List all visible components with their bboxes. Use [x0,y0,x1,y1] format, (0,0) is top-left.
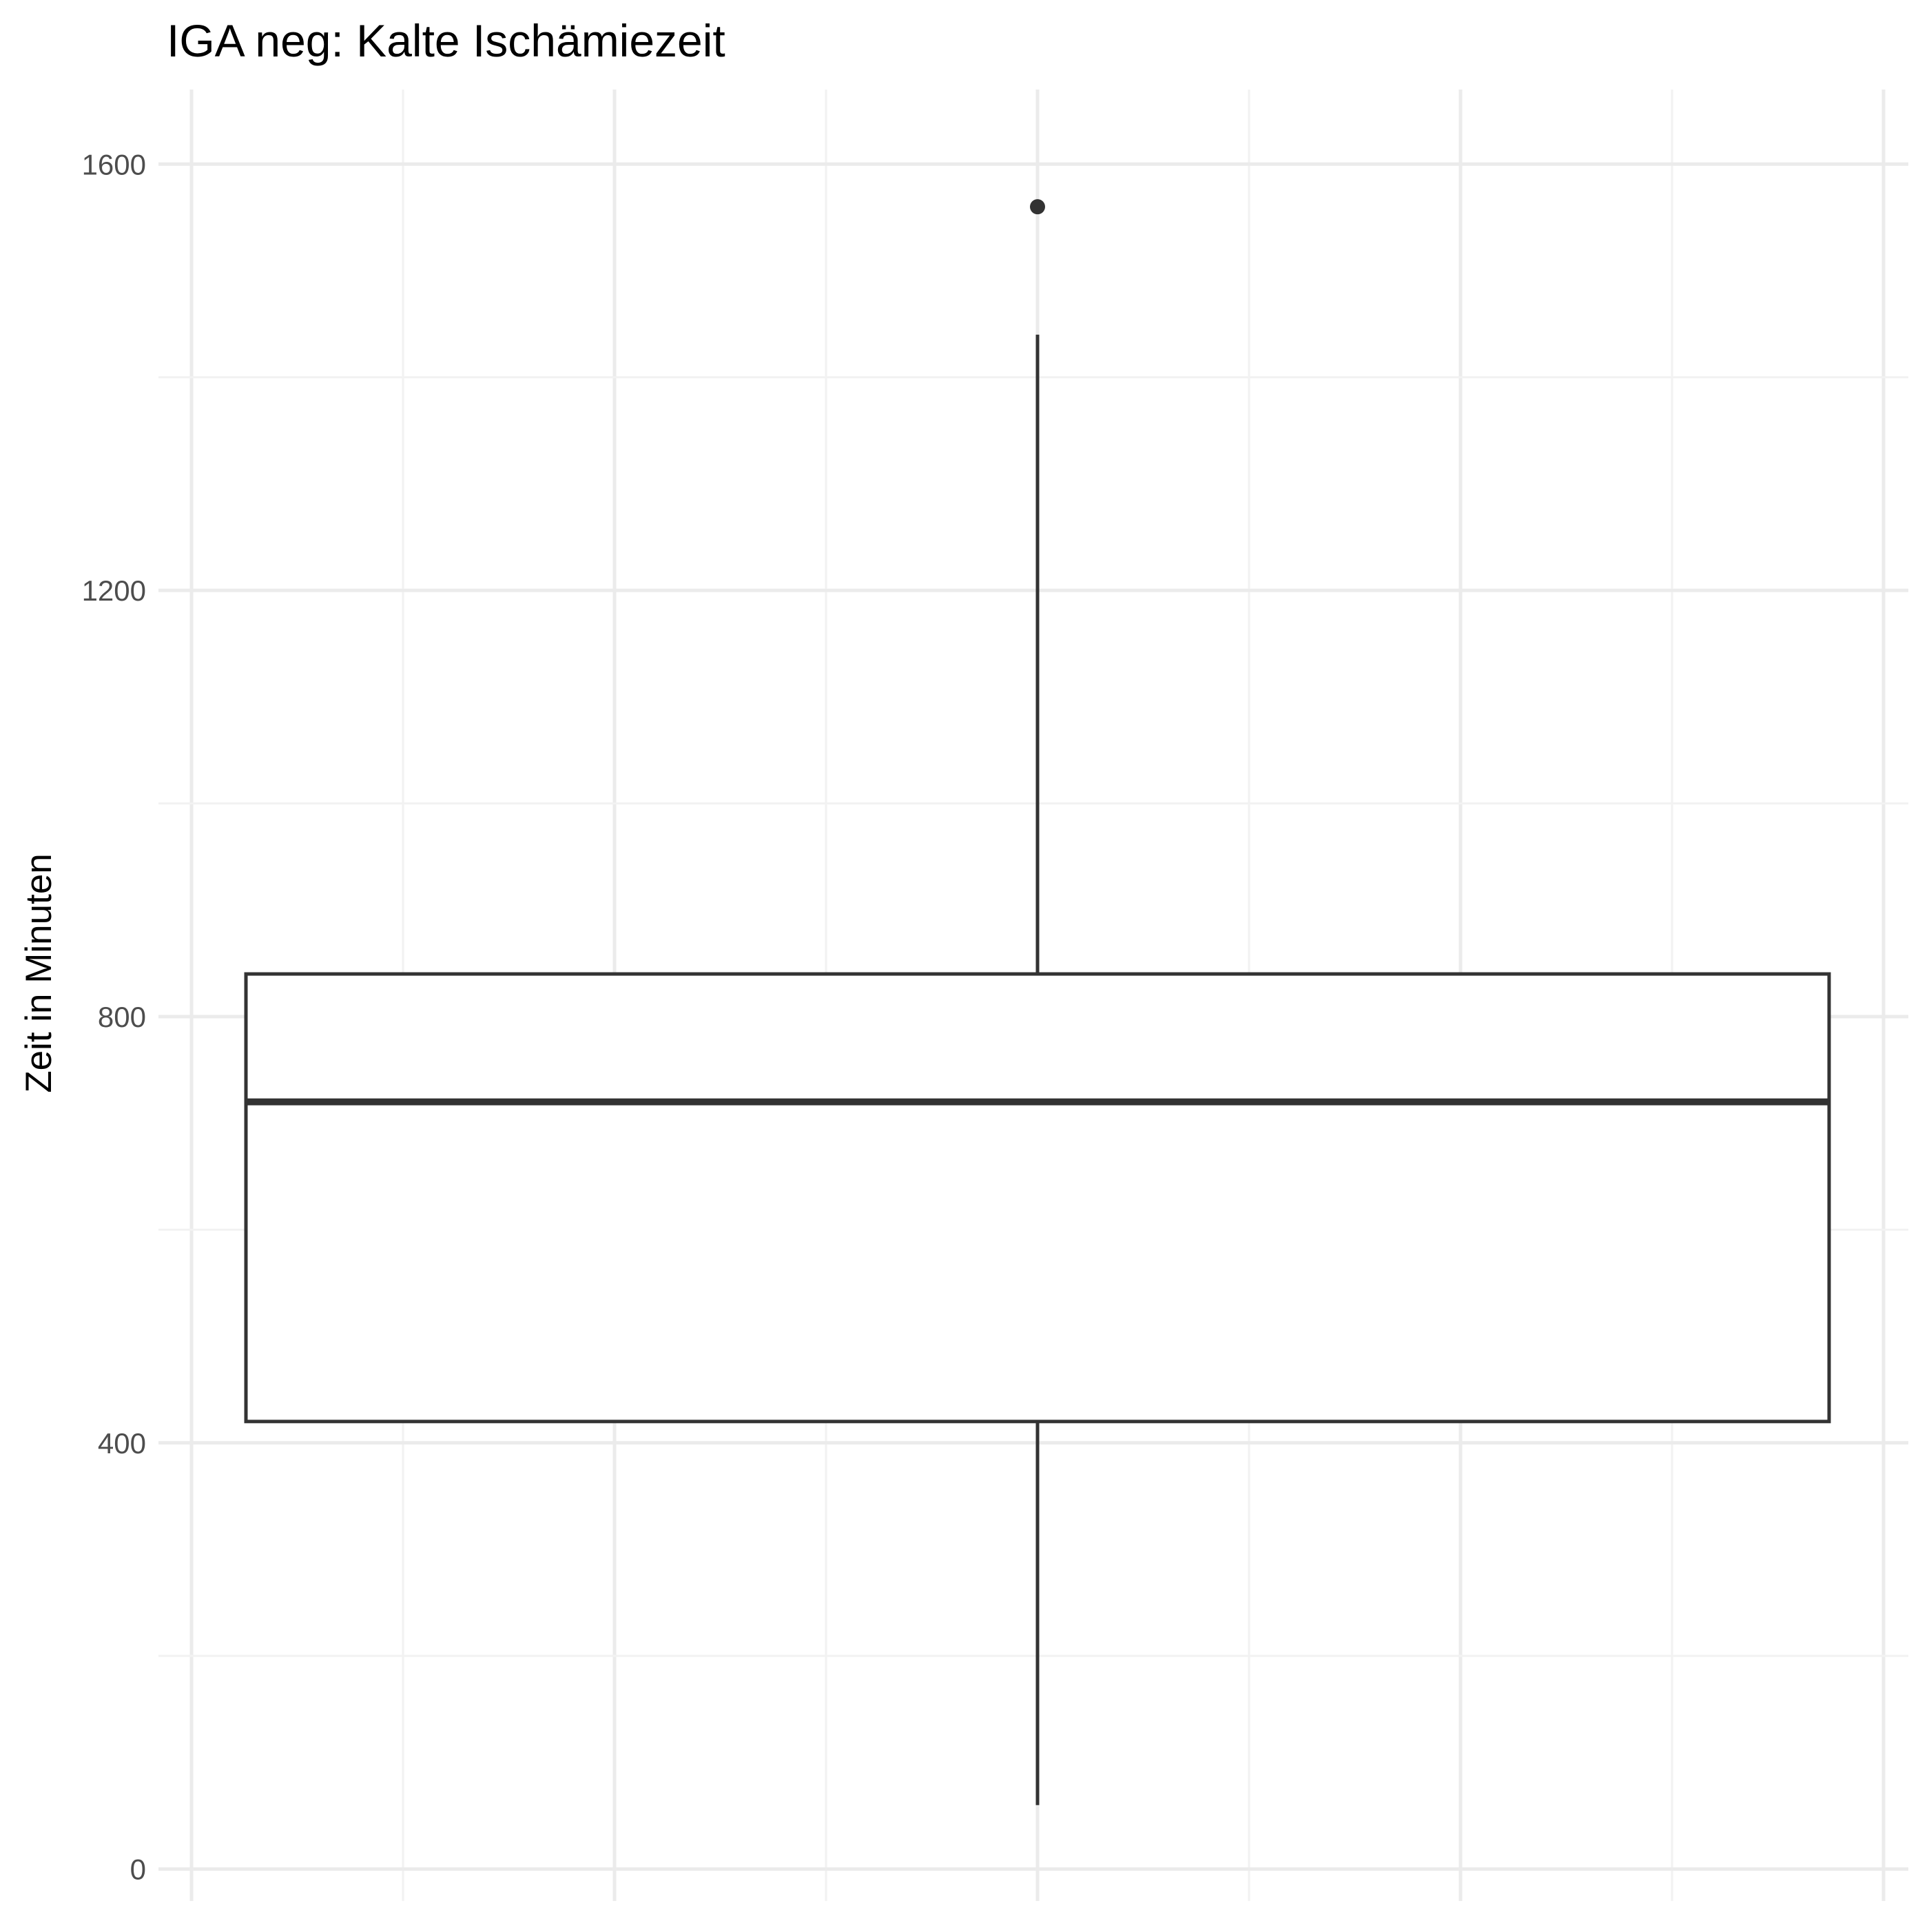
y-tick-label: 1200 [82,574,146,607]
y-tick-label: 0 [130,1853,146,1886]
y-tick-label: 800 [98,1001,146,1033]
outlier-point [1030,199,1045,215]
y-tick-label: 1600 [82,148,146,180]
boxplot-layer [244,199,1831,1805]
y-axis-ticks: 0 400 800 1200 1600 [82,148,146,1885]
interquartile-box [244,972,1831,1424]
y-axis-label: Zeit in Minuten [19,853,59,1093]
y-tick-label: 400 [98,1427,146,1460]
chart-title: IGA neg: Kalte Ischämiezeit [167,15,725,66]
